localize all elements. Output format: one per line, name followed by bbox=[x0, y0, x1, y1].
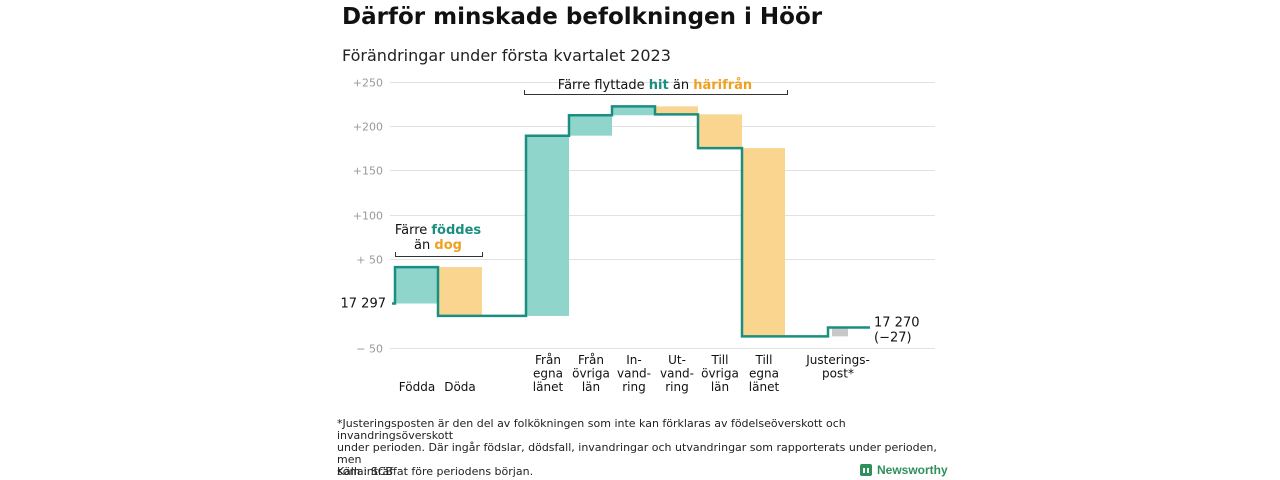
y-tick-label: − 50 bbox=[356, 343, 383, 356]
waterfall-bar bbox=[698, 114, 742, 149]
x-category-label: Ut-vand-ring bbox=[660, 353, 694, 394]
deaths-annotation: än dog bbox=[414, 238, 462, 253]
waterfall-bar bbox=[612, 106, 655, 116]
moves-annotation: Färre flyttade hit än härifrån bbox=[558, 78, 752, 93]
footnote: *Justeringsposten är den del av folkökni… bbox=[337, 417, 937, 478]
x-category-label: In-vand-ring bbox=[617, 353, 651, 394]
chart-title: Därför minskade befolkningen i Höör bbox=[342, 4, 823, 30]
y-tick-label: +100 bbox=[353, 210, 383, 223]
chart-subtitle: Förändringar under första kvartalet 2023 bbox=[342, 46, 671, 65]
waterfall-bar bbox=[526, 135, 569, 316]
moves-bracket bbox=[524, 90, 788, 95]
running-total-line bbox=[392, 105, 870, 338]
births-annotation: Färre föddes bbox=[395, 223, 482, 238]
x-category-label: Från övriga län bbox=[572, 353, 610, 394]
y-tick-label: +250 bbox=[353, 77, 383, 90]
y-tick-label: +150 bbox=[353, 165, 383, 178]
x-category-label: Till egna länet bbox=[749, 353, 780, 394]
waterfall-bar bbox=[395, 267, 438, 304]
end-change-label: (−27) bbox=[874, 330, 912, 345]
brand-logo: Newsworthy bbox=[860, 463, 948, 477]
brand-name: Newsworthy bbox=[877, 463, 948, 477]
x-category-label: Döda bbox=[444, 380, 476, 394]
waterfall-bar bbox=[438, 267, 482, 316]
y-tick-label: + 50 bbox=[356, 254, 383, 267]
start-value-label: 17 297 bbox=[341, 297, 387, 312]
waterfall-chart: +250 +200 +150 +100 + 50 − 50 17 297 17 270(−27… bbox=[341, 77, 935, 394]
newsworthy-icon bbox=[860, 464, 872, 476]
waterfall-bar bbox=[832, 327, 848, 337]
x-category-label: Från egna länet bbox=[533, 353, 564, 394]
waterfall-bar bbox=[655, 106, 698, 115]
births-bracket bbox=[395, 252, 483, 257]
x-category-label: Justerings-post* bbox=[805, 353, 870, 381]
source-note: Källa: SCB bbox=[337, 465, 394, 478]
waterfall-bar bbox=[742, 148, 785, 337]
waterfall-bar bbox=[569, 115, 612, 136]
x-category-label: Födda bbox=[399, 380, 435, 394]
end-value-label: 17 270 bbox=[874, 315, 920, 330]
x-category-label: Till övriga län bbox=[701, 353, 739, 394]
y-tick-label: +200 bbox=[353, 121, 383, 134]
